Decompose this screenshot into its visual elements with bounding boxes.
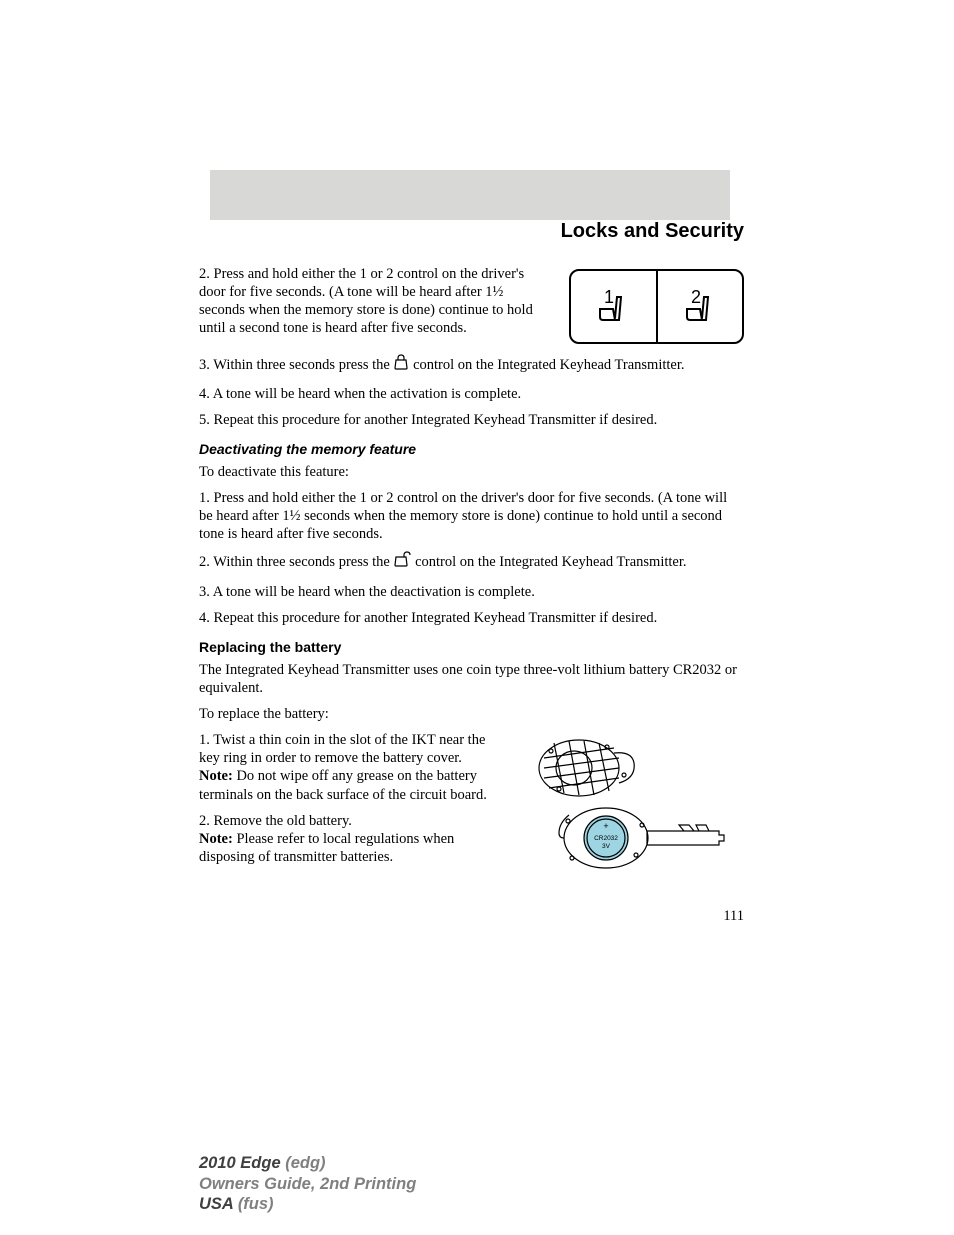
unlock-icon: [393, 550, 411, 573]
seat-button-1: 1: [571, 271, 658, 342]
svg-text:3V: 3V: [602, 843, 611, 850]
battery-to-replace: To replace the battery:: [199, 705, 744, 723]
deactivate-step-2-pre: 2. Within three seconds press the: [199, 554, 393, 570]
svg-text:1: 1: [604, 287, 614, 307]
footer-imprint: 2010 Edge (edg) Owners Guide, 2nd Printi…: [199, 1153, 416, 1215]
footer-model-code: (edg): [285, 1154, 325, 1172]
step-3-post: control on the Integrated Keyhead Transm…: [413, 356, 684, 372]
deactivate-heading: Deactivating the memory feature: [199, 441, 744, 457]
header-band: [210, 170, 730, 220]
seat-button-2: 2: [658, 271, 743, 342]
battery-step-2: 2. Remove the old battery. Note: Please …: [199, 812, 506, 866]
note-label-1: Note:: [199, 768, 233, 784]
battery-step-1-main: 1. Twist a thin coin in the slot of the …: [199, 732, 485, 766]
deactivate-step-1: 1. Press and hold either the 1 or 2 cont…: [199, 489, 744, 543]
deactivate-step-3: 3. A tone will be heard when the deactiv…: [199, 583, 744, 601]
deactivate-step-2-post: control on the Integrated Keyhead Transm…: [415, 554, 686, 570]
battery-step-with-figure: 1. Twist a thin coin in the slot of the …: [199, 731, 744, 898]
step-2-text: 2. Press and hold either the 1 or 2 cont…: [199, 265, 551, 338]
deactivate-intro: To deactivate this feature:: [199, 463, 744, 481]
svg-text:+: +: [603, 821, 608, 831]
page-number: 111: [199, 908, 744, 925]
seat-1-icon: 1: [591, 287, 635, 327]
battery-step-1: 1. Twist a thin coin in the slot of the …: [199, 731, 506, 804]
seat-memory-panel-figure: 1 2: [569, 269, 744, 344]
step-4-text: 4. A tone will be heard when the activat…: [199, 385, 744, 403]
step-5-text: 5. Repeat this procedure for another Int…: [199, 411, 744, 429]
deactivate-step-4: 4. Repeat this procedure for another Int…: [199, 609, 744, 627]
step-3-text: 3. Within three seconds press the contro…: [199, 354, 744, 377]
footer-model: 2010 Edge: [199, 1154, 285, 1172]
step-3-pre: 3. Within three seconds press the: [199, 356, 393, 372]
footer-region: USA: [199, 1195, 238, 1213]
battery-step-2-main: 2. Remove the old battery.: [199, 813, 352, 829]
footer-guide: Owners Guide, 2nd Printing: [199, 1174, 416, 1195]
svg-text:2: 2: [691, 287, 701, 307]
note-label-2: Note:: [199, 831, 233, 847]
key-battery-figure: + CR2032 3V: [524, 733, 744, 893]
page-content: Locks and Security 2. Press and hold eit…: [199, 220, 744, 925]
footer-region-code: (fus): [238, 1195, 274, 1213]
battery-step-1-note: Do not wipe off any grease on the batter…: [199, 768, 487, 802]
battery-step-2-note: Please refer to local regulations when d…: [199, 831, 454, 865]
seat-2-icon: 2: [678, 287, 722, 327]
step-with-figure: 2. Press and hold either the 1 or 2 cont…: [199, 265, 744, 346]
battery-heading: Replacing the battery: [199, 639, 744, 655]
section-heading: Locks and Security: [199, 220, 744, 243]
deactivate-step-2: 2. Within three seconds press the contro…: [199, 551, 744, 574]
battery-intro: The Integrated Keyhead Transmitter uses …: [199, 661, 744, 697]
svg-text:CR2032: CR2032: [594, 835, 618, 842]
lock-icon: [393, 353, 409, 376]
